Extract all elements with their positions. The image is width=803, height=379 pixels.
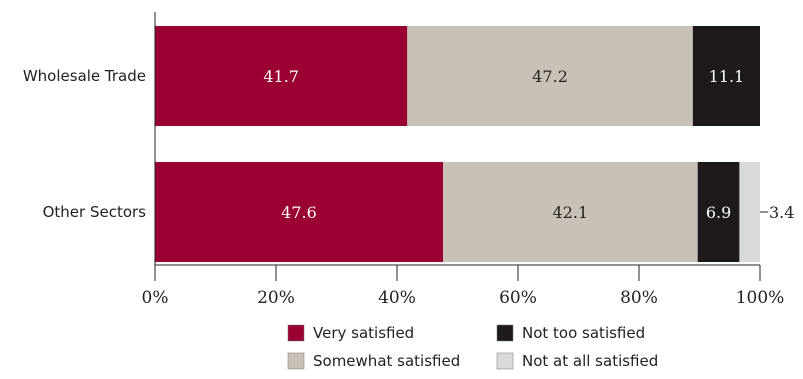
legend: Very satisfied Somewhat satisfied Not too …	[287, 324, 658, 370]
legend-label: Not too satisfied	[522, 324, 645, 342]
x-tick-label: 40%	[378, 288, 416, 308]
bar-segment	[155, 162, 443, 262]
legend-swatch	[287, 324, 305, 342]
category-label: Wholesale Trade	[23, 67, 146, 85]
bar-segment	[407, 26, 693, 126]
bars-group: 41.7 47.2 11.1 47.6 42.1 6.9 3.4	[155, 26, 794, 262]
bar-segment	[739, 162, 760, 262]
bar-segment	[692, 26, 760, 126]
data-label: 3.4	[769, 203, 794, 222]
x-tick-label: 0%	[142, 288, 169, 308]
bar-segment	[155, 26, 408, 126]
axes-group: 0% 20% 40% 60% 80% 100%	[142, 12, 785, 308]
legend-label: Somewhat satisfied	[313, 352, 460, 370]
data-label: 47.2	[532, 67, 568, 86]
legend-swatch	[496, 324, 514, 342]
bar-segment	[442, 162, 698, 262]
x-tick-label: 80%	[620, 288, 658, 308]
data-label: 42.1	[553, 203, 589, 222]
category-label: Other Sectors	[43, 203, 147, 221]
bar-segment	[697, 162, 740, 262]
data-label: 47.6	[281, 203, 317, 222]
x-tick-label: 60%	[499, 288, 537, 308]
x-tick-label: 20%	[257, 288, 295, 308]
legend-swatch	[287, 352, 305, 370]
data-label: 6.9	[706, 203, 731, 222]
data-label: 11.1	[709, 67, 745, 86]
x-tick-label: 100%	[736, 288, 785, 308]
data-label: 41.7	[263, 67, 299, 86]
legend-label: Not at all satisfied	[522, 352, 658, 370]
legend-label: Very satisfied	[313, 324, 414, 342]
legend-swatch	[496, 352, 514, 370]
category-labels: Wholesale Trade Other Sectors	[23, 67, 146, 221]
